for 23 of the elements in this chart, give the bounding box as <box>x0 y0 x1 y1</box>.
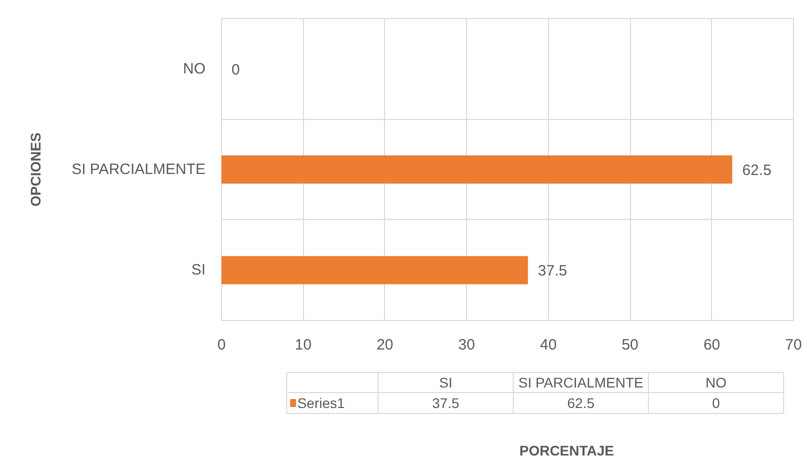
y-tick-label: NO <box>183 60 206 78</box>
text: 0 <box>712 395 720 411</box>
legend-label: Series1 <box>297 395 346 411</box>
text: PORCENTAJE <box>519 442 614 458</box>
text: 62.5 <box>567 395 594 411</box>
y-axis-title: OPCIONES <box>28 132 44 206</box>
x-tick-label: 20 <box>376 336 394 354</box>
category-label: NO <box>706 374 727 390</box>
y-tick-label: SI <box>191 262 206 279</box>
data-label: 62.5 <box>742 162 772 179</box>
x-tick-label: 10 <box>294 336 312 354</box>
data-label: 0 <box>232 61 240 78</box>
category-label: SI PARCIALMENTE <box>518 374 644 390</box>
x-tick-label: 30 <box>458 336 475 354</box>
text: 37.5 <box>432 395 460 411</box>
x-tick-label: 40 <box>540 336 557 354</box>
x-tick-label: 70 <box>785 336 802 354</box>
x-tick-label: 60 <box>703 336 720 354</box>
category-label: SI <box>439 374 452 390</box>
x-tick-label: 50 <box>622 336 638 354</box>
data-label: 37.5 <box>538 262 568 280</box>
x-tick-label: 0 <box>217 336 226 354</box>
y-tick-label: SI PARCIALMENTE <box>72 161 206 178</box>
